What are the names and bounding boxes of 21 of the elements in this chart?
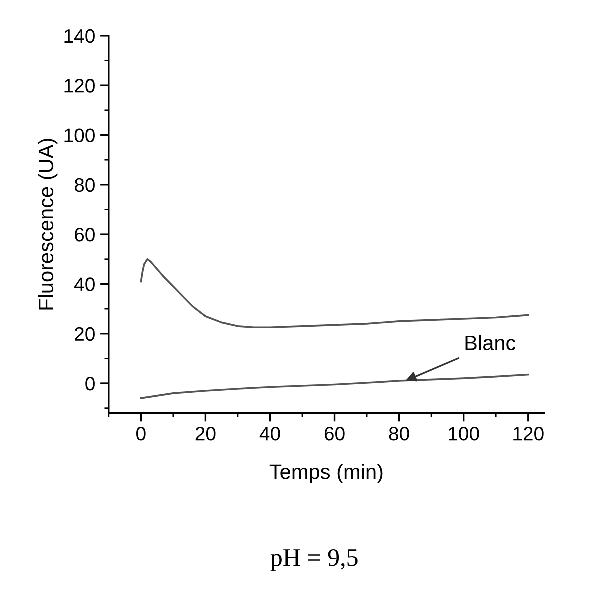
y-tick-label: 140 (64, 29, 95, 44)
annotation: Blanc (466, 335, 516, 351)
x-tick-label: 120 (514, 427, 544, 441)
y-tick-label: 120 (64, 79, 95, 93)
x-tick-label: 0 (136, 427, 146, 441)
y-tick-label: 20 (75, 327, 95, 342)
x-tick-label: 100 (449, 427, 480, 441)
x-axis-title: Temps (min) (270, 464, 383, 484)
text: pH = 9,5 (270, 550, 358, 572)
x-tick-label: 20 (196, 427, 216, 441)
y-tick-label: 100 (64, 128, 95, 142)
x-tick-label: 80 (389, 427, 410, 441)
x-tick-label: 60 (324, 427, 345, 441)
y-axis-title: Fluorescence (UA) (38, 139, 58, 310)
y-tick-label: 60 (75, 228, 95, 242)
y-tick-label: 0 (86, 376, 95, 391)
line-series (140, 258, 530, 329)
x-tick-label: 40 (260, 427, 280, 441)
y-tick-label: 80 (74, 178, 95, 192)
line-series (140, 374, 530, 400)
y-tick-label: 40 (74, 278, 95, 292)
